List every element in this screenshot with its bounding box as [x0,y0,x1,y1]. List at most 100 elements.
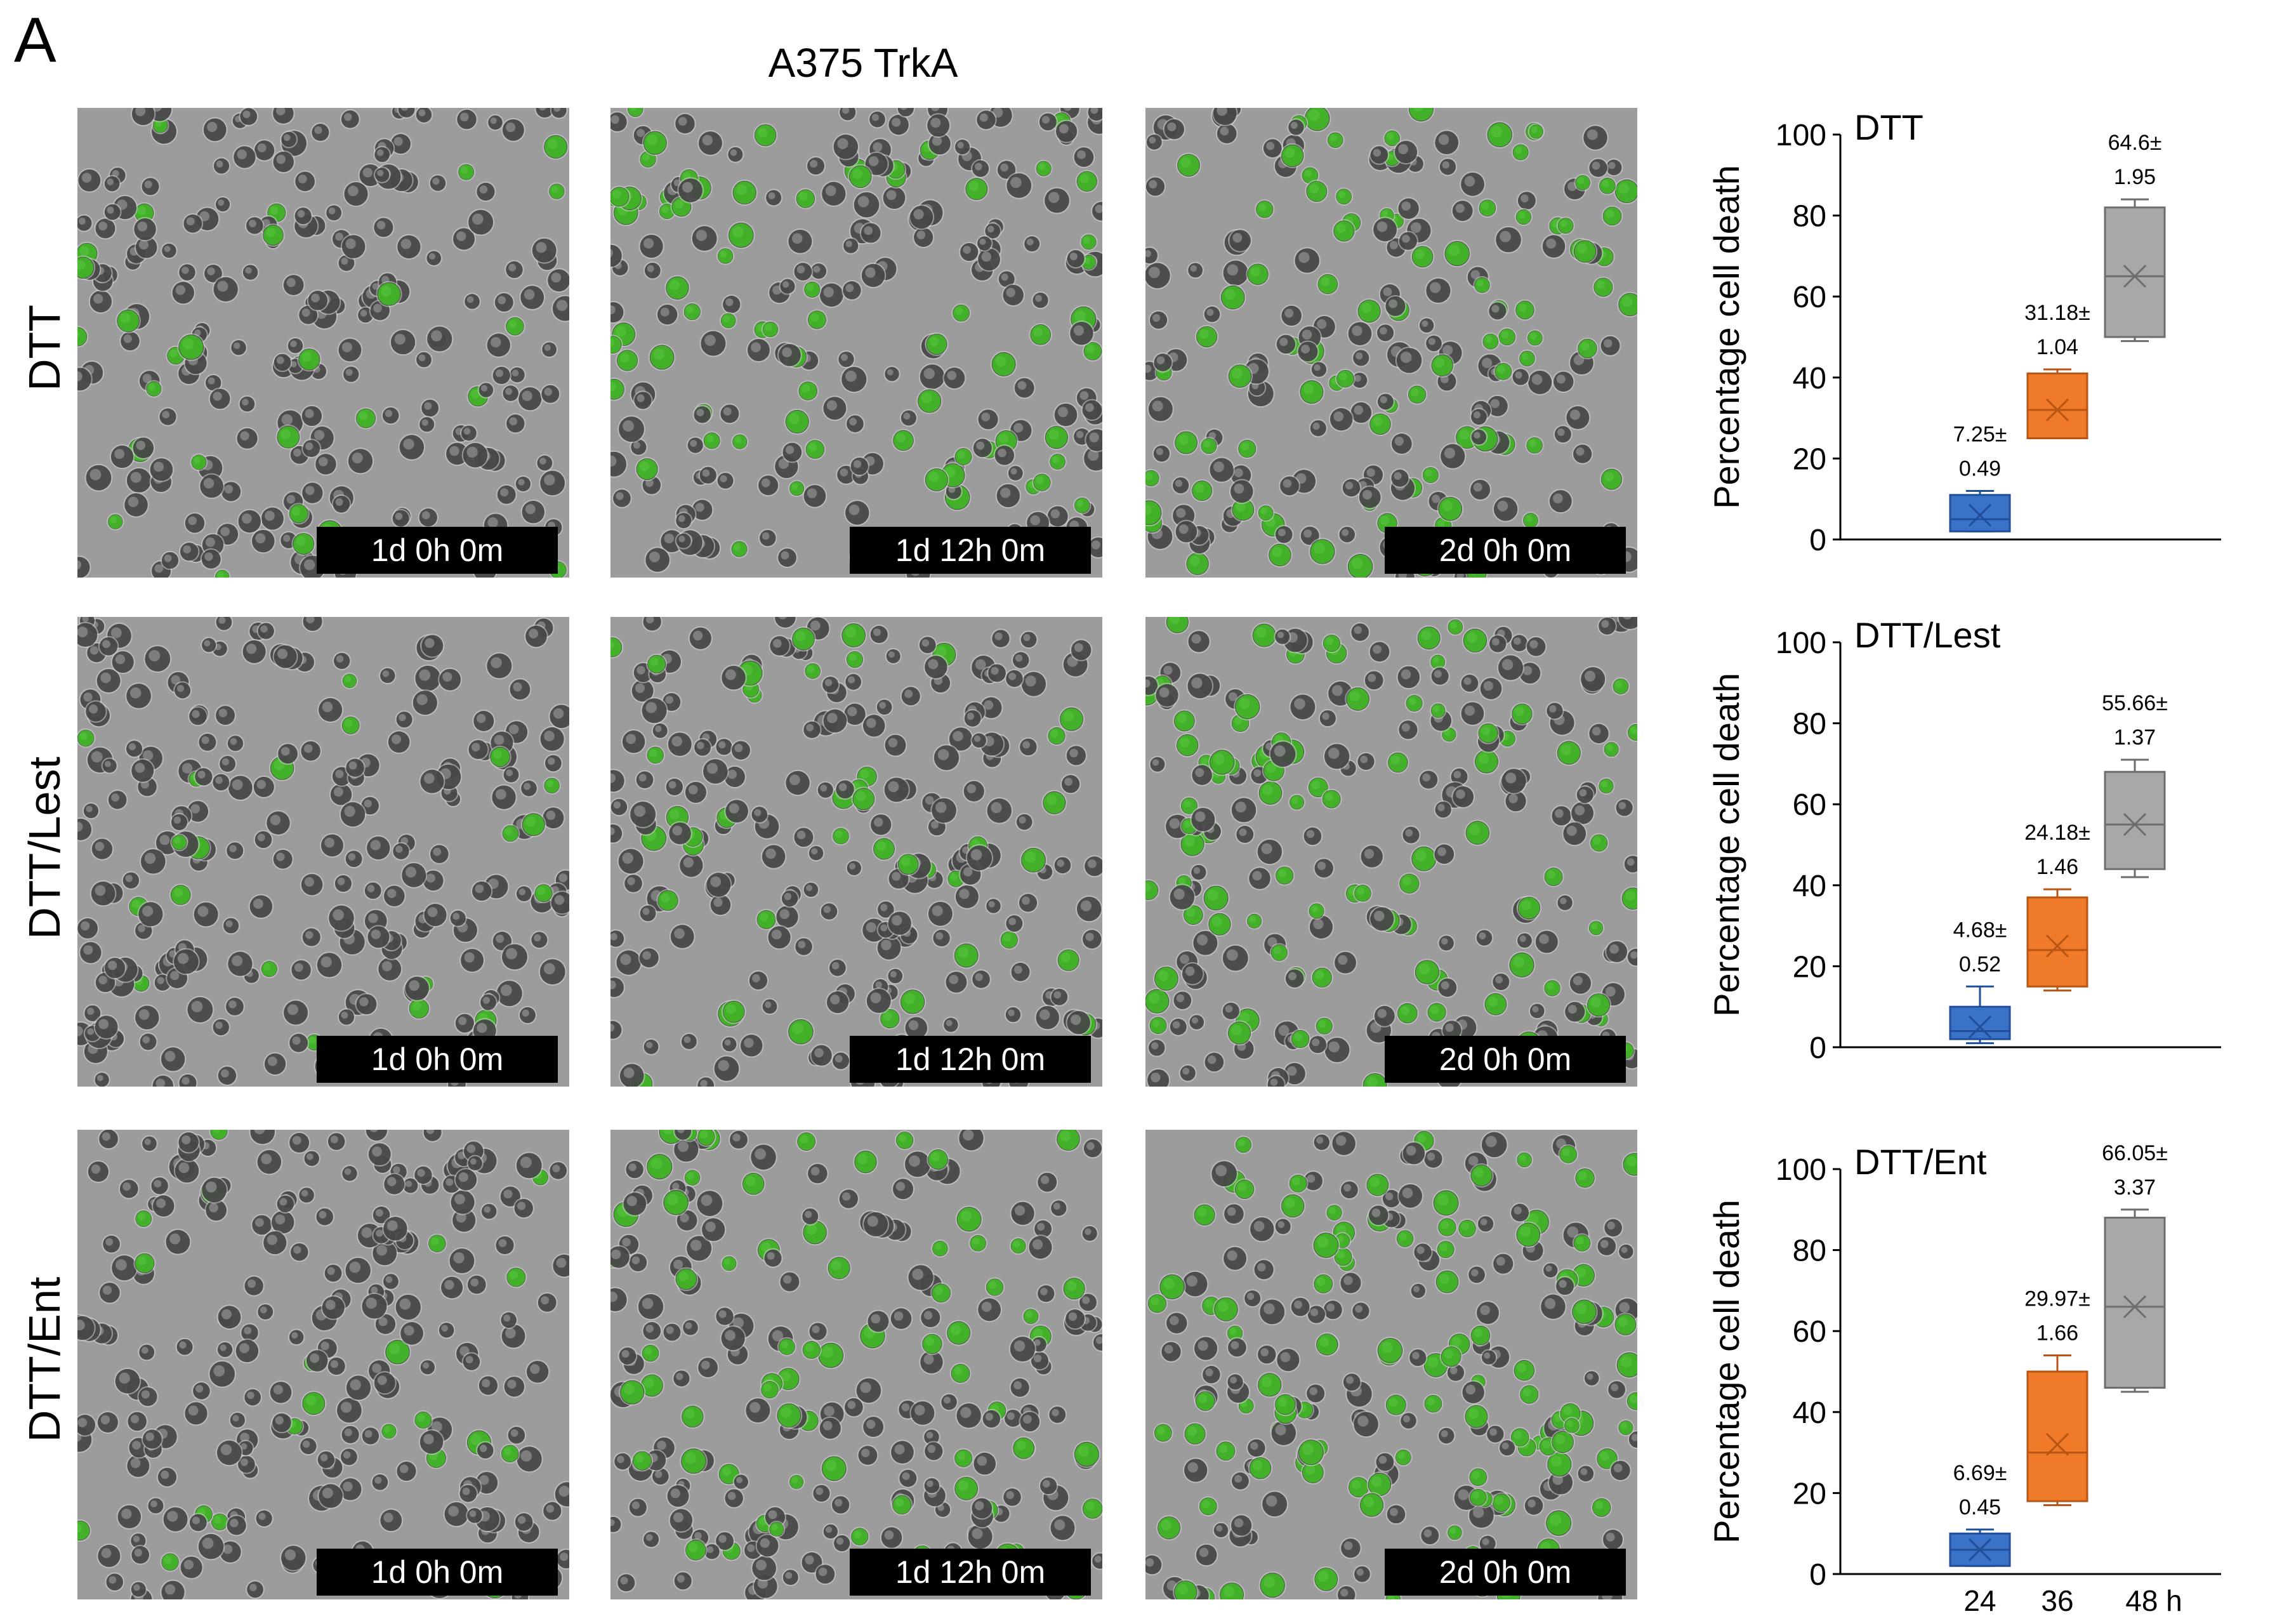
y-tick-label: 20 [1793,950,1826,984]
y-tick-label: 20 [1793,442,1826,476]
y-tick-label: 80 [1793,200,1826,234]
chart-title: DTT [1854,107,1923,147]
y-tick-label: 100 [1776,1153,1826,1187]
figure-title: A375 TrkA [768,40,958,86]
y-tick-label: 0 [1809,1558,1826,1592]
y-tick-label: 60 [1793,1315,1826,1349]
micrograph: 1d 0h 0m [77,617,569,1087]
box-iqr [2026,896,2088,988]
micrograph: 2d 0h 0m [1145,1130,1637,1599]
data-label-error: 1.04 [2036,335,2078,359]
y-tick-label: 100 [1776,119,1826,152]
mean-marker [2045,1432,2069,1456]
timestamp-label: 1d 12h 0m [850,527,1091,574]
box-0: 6.69± 0.45 [1949,1461,2011,1567]
y-tick-label: 40 [1793,870,1826,903]
mean-marker [1968,1538,1992,1561]
y-tick-label: 20 [1793,1477,1826,1511]
x-tick-label: 24 [1963,1584,1996,1617]
micrograph: 2d 0h 0m [1145,617,1637,1087]
y-tick-label: 40 [1793,362,1826,395]
micrograph: 1d 12h 0m [610,108,1102,578]
mean-marker [2123,265,2147,288]
y-tick-label: 0 [1809,1031,1826,1065]
box-1: 29.97± 1.66 [2024,1287,2090,1507]
box-chart-dtt-lest: 0 20 40 60 80 100 Percentage cell death DTT/Les… [1706,615,2221,1065]
micrograph: 1d 12h 0m [610,617,1102,1087]
timestamp-label: 1d 0h 0m [317,527,558,574]
y-axis-label: Percentage cell death [1706,1200,1746,1544]
box-2: 66.05± 3.37 [2102,1141,2168,1393]
box-2: 64.6± 1.95 [2104,131,2166,342]
data-label-error: 0.52 [1959,952,2001,976]
box-chart-dtt: 0 20 40 60 80 100 Percentage cell death DTT 7.25… [1706,107,2221,557]
y-tick-label: 80 [1793,1234,1826,1268]
timestamp-label: 1d 12h 0m [850,1036,1091,1083]
row-label-dtt: DTT [20,304,69,392]
y-tick-label: 80 [1793,708,1826,741]
mean-marker [1968,1016,1992,1039]
cell-field [77,617,569,1087]
data-label-value: 29.97± [2024,1287,2090,1311]
panel-letter: A [14,4,56,76]
data-label-error: 1.66 [2036,1321,2078,1345]
data-label-error: 0.49 [1959,456,2001,480]
box-iqr [2026,372,2088,440]
box-1: 24.18± 1.46 [2024,821,2090,992]
box-2: 55.66± 1.37 [2102,691,2168,878]
box-iqr [2104,1217,2166,1389]
box-iqr [2026,1370,2088,1502]
box-iqr [2104,771,2166,870]
data-label-value: 4.68± [1953,918,2007,942]
y-tick-label: 40 [1793,1396,1826,1430]
data-label-value: 31.18± [2024,301,2090,325]
timestamp-label: 2d 0h 0m [1385,1036,1626,1083]
cell-field [1145,1130,1637,1599]
box-iqr [2104,206,2166,338]
y-tick-label: 60 [1793,788,1826,822]
x-tick-label: 36 [2041,1584,2073,1617]
cell-field [610,108,1102,578]
micrograph: 1d 0h 0m [77,1130,569,1599]
cell-field [1145,108,1637,578]
cell-field [77,108,569,578]
mean-marker [2045,398,2069,421]
micrograph: 1d 12h 0m [610,1130,1102,1599]
row-label-dtt-ent: DTT/Ent [20,1276,69,1443]
y-tick-label: 60 [1793,281,1826,314]
box-chart-dtt-ent: 0 20 40 60 80 100 Percentage cell death DTT/Ent… [1706,1141,2221,1617]
data-label-error: 1.95 [2114,165,2156,189]
y-tick-label: 0 [1809,524,1826,557]
y-axis-label: Percentage cell death [1706,165,1746,509]
chart-title: DTT/Ent [1854,1142,1987,1182]
timestamp-label: 2d 0h 0m [1385,527,1626,574]
mean-marker [2123,1295,2147,1318]
box-iqr [1949,494,2011,533]
box-iqr [1949,1005,2011,1040]
data-label-value: 24.18± [2024,821,2090,845]
y-tick-label: 100 [1776,626,1826,660]
timestamp-label: 1d 12h 0m [850,1549,1091,1596]
box-0: 7.25± 0.49 [1949,422,2011,533]
x-tick-label: 48 h [2125,1584,2182,1617]
micrograph: 1d 0h 0m [77,108,569,578]
data-label-error: 1.37 [2114,725,2156,750]
y-axis-label: Percentage cell death [1706,673,1746,1017]
timestamp-label: 1d 0h 0m [317,1036,558,1083]
data-label-value: 6.69± [1953,1461,2007,1485]
timestamp-label: 1d 0h 0m [317,1549,558,1596]
timestamp-label: 2d 0h 0m [1385,1549,1626,1596]
row-label-dtt-lest: DTT/Lest [20,757,69,939]
data-label-value: 55.66± [2102,691,2168,715]
cell-field [77,1130,569,1599]
data-label-error: 3.37 [2114,1175,2156,1200]
data-label-error: 1.46 [2036,855,2078,879]
mean-marker [2123,813,2147,837]
data-label-value: 64.6± [2108,131,2162,155]
cell-field [610,617,1102,1087]
data-label-error: 0.45 [1959,1495,2001,1519]
data-label-value: 7.25± [1953,422,2007,446]
chart-title: DTT/Lest [1854,615,2001,655]
mean-marker [2045,934,2069,958]
box-0: 4.68± 0.52 [1949,918,2011,1045]
